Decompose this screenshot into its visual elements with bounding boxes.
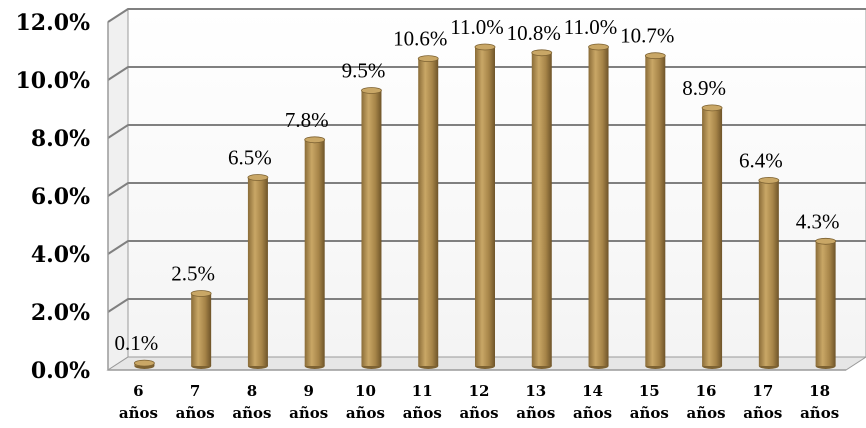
x-tick-label: 15 [639, 382, 660, 400]
bar [190, 290, 212, 369]
x-tick-label: años [743, 404, 782, 422]
bar-body [588, 47, 609, 366]
x-tick-label: 16 [696, 382, 717, 400]
x-tick-label: 7 [190, 382, 200, 400]
bar-top [588, 43, 609, 51]
gridline [107, 240, 866, 255]
bar-body [531, 52, 552, 367]
bar [304, 136, 326, 369]
data-label: 11.0% [450, 15, 503, 39]
gridline [107, 66, 866, 81]
x-tick-label: años [630, 404, 669, 422]
data-label: 6.4% [739, 148, 783, 172]
bar [701, 104, 723, 369]
bar [758, 176, 780, 369]
y-tick-label: 12.0% [16, 10, 91, 36]
data-label: 10.8% [507, 21, 561, 45]
x-tick-label: 14 [582, 382, 603, 400]
y-axis-labels: 0.0% 2.0% 4.0% 6.0% 8.0% 10.0% 12.0% [16, 10, 91, 384]
bar-top [644, 52, 666, 60]
bar-top [133, 359, 155, 367]
x-tick-label: años [289, 404, 328, 422]
x-tick-label: años [346, 404, 385, 422]
bar-top [701, 104, 723, 112]
bar [133, 359, 155, 369]
bar [361, 87, 382, 369]
gridline [107, 298, 866, 313]
data-label: 9.5% [342, 59, 386, 83]
data-label: 8.9% [682, 76, 726, 100]
bar [644, 52, 666, 369]
bar-top [361, 87, 382, 94]
bar [417, 55, 439, 369]
gridline [107, 182, 866, 197]
bar-top [190, 290, 212, 297]
data-label: 6.5% [228, 146, 272, 170]
bar [815, 237, 837, 369]
y-tick-label: 2.0% [31, 300, 90, 326]
x-tick-label: 12 [469, 382, 490, 400]
x-tick-label: 6 [133, 382, 143, 400]
bar-body [645, 55, 666, 366]
data-label: 7.8% [285, 108, 329, 132]
bar-body [304, 139, 325, 366]
bar-body [191, 293, 212, 366]
x-tick-label: 18 [809, 382, 830, 400]
x-axis-labels: 6 años 7 años 8 años 9 años 10 años 11 años 12 años 13… [119, 382, 839, 422]
data-label: 2.5% [171, 262, 215, 286]
x-tick-label: 8 [247, 382, 257, 400]
gridline [107, 124, 866, 139]
bars [133, 43, 837, 369]
x-tick-label: años [403, 404, 442, 422]
x-tick-label: años [800, 404, 839, 422]
data-label: 10.6% [393, 27, 447, 51]
bar-body [702, 107, 723, 367]
bar [588, 43, 609, 369]
x-tick-label: años [176, 404, 215, 422]
gridline [107, 8, 866, 23]
bar-body [815, 241, 836, 366]
data-label: 4.3% [796, 209, 840, 233]
data-label: 11.0% [564, 15, 617, 39]
x-tick-label: años [459, 404, 498, 422]
x-tick-label: 17 [752, 382, 773, 400]
bar-body [247, 177, 268, 366]
y-tick-label: 6.0% [31, 184, 90, 210]
bar-top [247, 174, 269, 181]
y-tick-label: 0.0% [31, 358, 90, 384]
bar [474, 43, 496, 369]
x-tick-label: años [573, 404, 612, 422]
bar-top [417, 55, 439, 62]
bar-body [418, 58, 439, 366]
bar-top [758, 176, 780, 184]
data-label: 10.7% [620, 24, 674, 48]
x-tick-label: 10 [355, 382, 376, 400]
data-labels: 0.1%2.5%6.5%7.8%9.5%10.6% 11.0% 10.8% 11.0%… [115, 15, 840, 355]
y-tick-label: 8.0% [31, 126, 90, 152]
bar-top [531, 49, 553, 57]
x-tick-label: 13 [525, 382, 546, 400]
y-tick-label: 4.0% [31, 242, 90, 268]
bar-top [304, 136, 326, 144]
data-label: 0.1% [115, 331, 159, 355]
bar [531, 49, 553, 369]
x-tick-label: 11 [412, 382, 433, 400]
bar-top [474, 43, 496, 51]
gridlines [107, 8, 866, 371]
bar-body [475, 47, 495, 366]
bar [247, 174, 269, 369]
bar-top [815, 237, 837, 245]
x-tick-label: años [232, 404, 271, 422]
x-tick-label: años [119, 404, 158, 422]
x-tick-label: años [516, 404, 555, 422]
x-tick-label: 9 [303, 382, 313, 400]
y-tick-label: 10.0% [16, 68, 91, 94]
x-tick-label: años [687, 404, 726, 422]
bar-body [361, 90, 382, 366]
bar-body [758, 180, 779, 366]
